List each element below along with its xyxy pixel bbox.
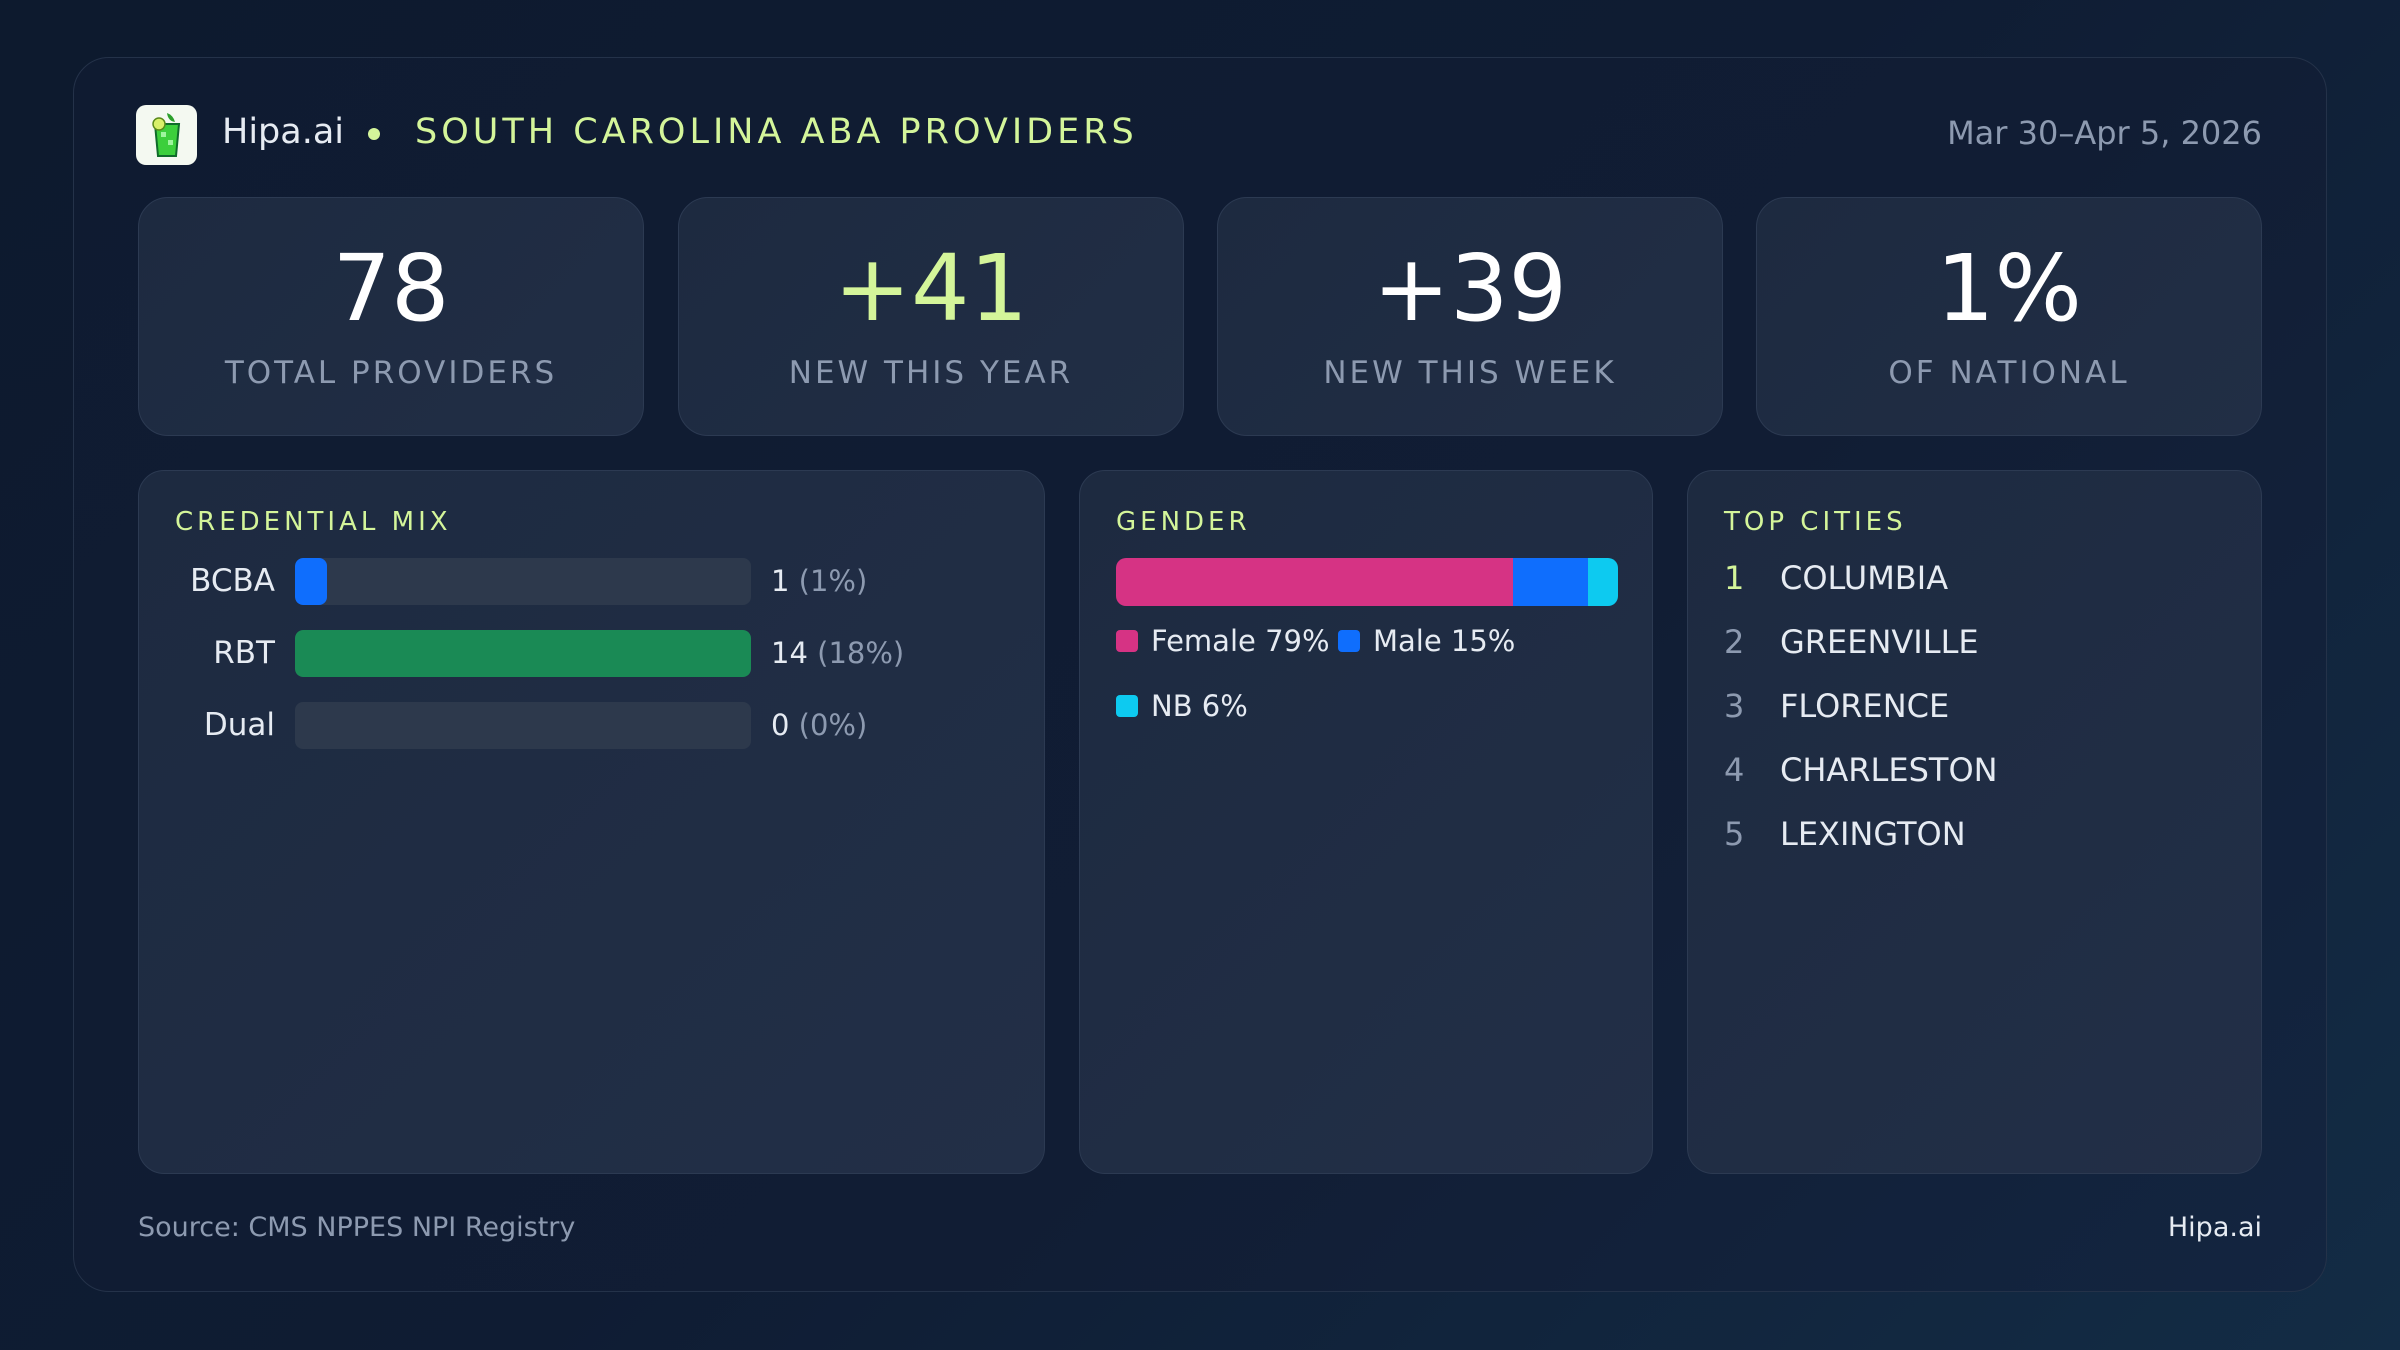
legend-label: Male 15%	[1373, 624, 1516, 658]
credential-label: RBT	[213, 635, 275, 671]
credential-label: Dual	[203, 707, 275, 743]
source-note: Source: CMS NPPES NPI Registry	[138, 1212, 576, 1243]
city-name: CHARLESTON	[1780, 751, 1998, 789]
gender-segment	[1587, 558, 1618, 606]
stat-value: 1%	[1936, 235, 2082, 342]
credential-bar-fill	[295, 558, 327, 605]
credential-mix-panel: CREDENTIAL MIX BCBA 1 (1%) RBT 14 (18%) Du…	[138, 470, 1045, 1174]
city-name: FLORENCE	[1780, 687, 1950, 725]
stat-value: +41	[833, 235, 1029, 342]
city-rank: 3	[1724, 687, 1745, 725]
credential-label: BCBA	[190, 563, 275, 599]
footer-brand: Hipa.ai	[2167, 1212, 2262, 1243]
legend-swatch	[1338, 630, 1360, 652]
credential-value: 0 (0%)	[771, 708, 868, 742]
legend-swatch	[1116, 695, 1138, 717]
gender-segment	[1116, 558, 1513, 606]
legend-swatch	[1116, 630, 1138, 652]
legend-label: NB 6%	[1151, 689, 1248, 723]
stat-value: +39	[1372, 235, 1568, 342]
city-rank: 4	[1724, 751, 1745, 789]
stat-card-new-year: +41 NEW THIS YEAR	[678, 197, 1184, 436]
credential-bar-track	[295, 630, 751, 677]
top-cities-panel: TOP CITIES 1 COLUMBIA 2 GREENVILLE 3 FLORENCE…	[1687, 470, 2262, 1174]
legend-female: Female 79%	[1116, 624, 1330, 658]
stat-label: NEW THIS YEAR	[788, 355, 1074, 391]
city-rank: 1	[1724, 559, 1745, 597]
gender-segment	[1512, 558, 1588, 606]
legend-nb: NB 6%	[1116, 689, 1248, 723]
city-rank: 5	[1724, 815, 1745, 853]
city-name: GREENVILLE	[1780, 623, 1979, 661]
panel-heading: CREDENTIAL MIX	[175, 507, 452, 537]
gender-bar	[1116, 558, 1618, 606]
city-item: 3 FLORENCE	[1724, 687, 1949, 725]
stat-label: OF NATIONAL	[1888, 355, 2130, 391]
stat-card-new-week: +39 NEW THIS WEEK	[1217, 197, 1723, 436]
panel-heading: TOP CITIES	[1724, 507, 1907, 537]
hipa-logo	[136, 105, 197, 165]
stat-card-total: 78 TOTAL PROVIDERS	[138, 197, 644, 436]
credential-row-bcba: BCBA 1 (1%)	[139, 558, 1044, 605]
credential-row-dual: Dual 0 (0%)	[139, 702, 1044, 749]
date-range: Mar 30–Apr 5, 2026	[1947, 114, 2262, 152]
credential-bar-track	[295, 558, 751, 605]
credential-bar-track	[295, 702, 751, 749]
gender-panel: GENDER Female 79% Male 15% NB 6%	[1079, 470, 1653, 1174]
credential-value: 14 (18%)	[771, 636, 905, 670]
drink-icon	[151, 113, 180, 157]
stat-label: TOTAL PROVIDERS	[224, 355, 558, 391]
city-item: 5 LEXINGTON	[1724, 815, 1966, 853]
legend-label: Female 79%	[1151, 624, 1330, 658]
legend-male: Male 15%	[1338, 624, 1515, 658]
stat-value: 78	[332, 235, 450, 342]
city-rank: 2	[1724, 623, 1745, 661]
separator-dot	[368, 128, 380, 140]
city-item: 1 COLUMBIA	[1724, 559, 1948, 597]
panel-heading: GENDER	[1116, 507, 1251, 537]
city-name: LEXINGTON	[1780, 815, 1966, 853]
credential-value: 1 (1%)	[771, 564, 868, 598]
stat-card-national: 1% OF NATIONAL	[1756, 197, 2262, 436]
brand-name: Hipa.ai	[222, 112, 345, 152]
stat-label: NEW THIS WEEK	[1323, 355, 1617, 391]
page-title: SOUTH CAROLINA ABA PROVIDERS	[415, 112, 1138, 152]
city-name: COLUMBIA	[1780, 559, 1949, 597]
city-item: 2 GREENVILLE	[1724, 623, 1979, 661]
city-item: 4 CHARLESTON	[1724, 751, 1998, 789]
credential-row-rbt: RBT 14 (18%)	[139, 630, 1044, 677]
credential-bar-fill	[295, 630, 751, 677]
